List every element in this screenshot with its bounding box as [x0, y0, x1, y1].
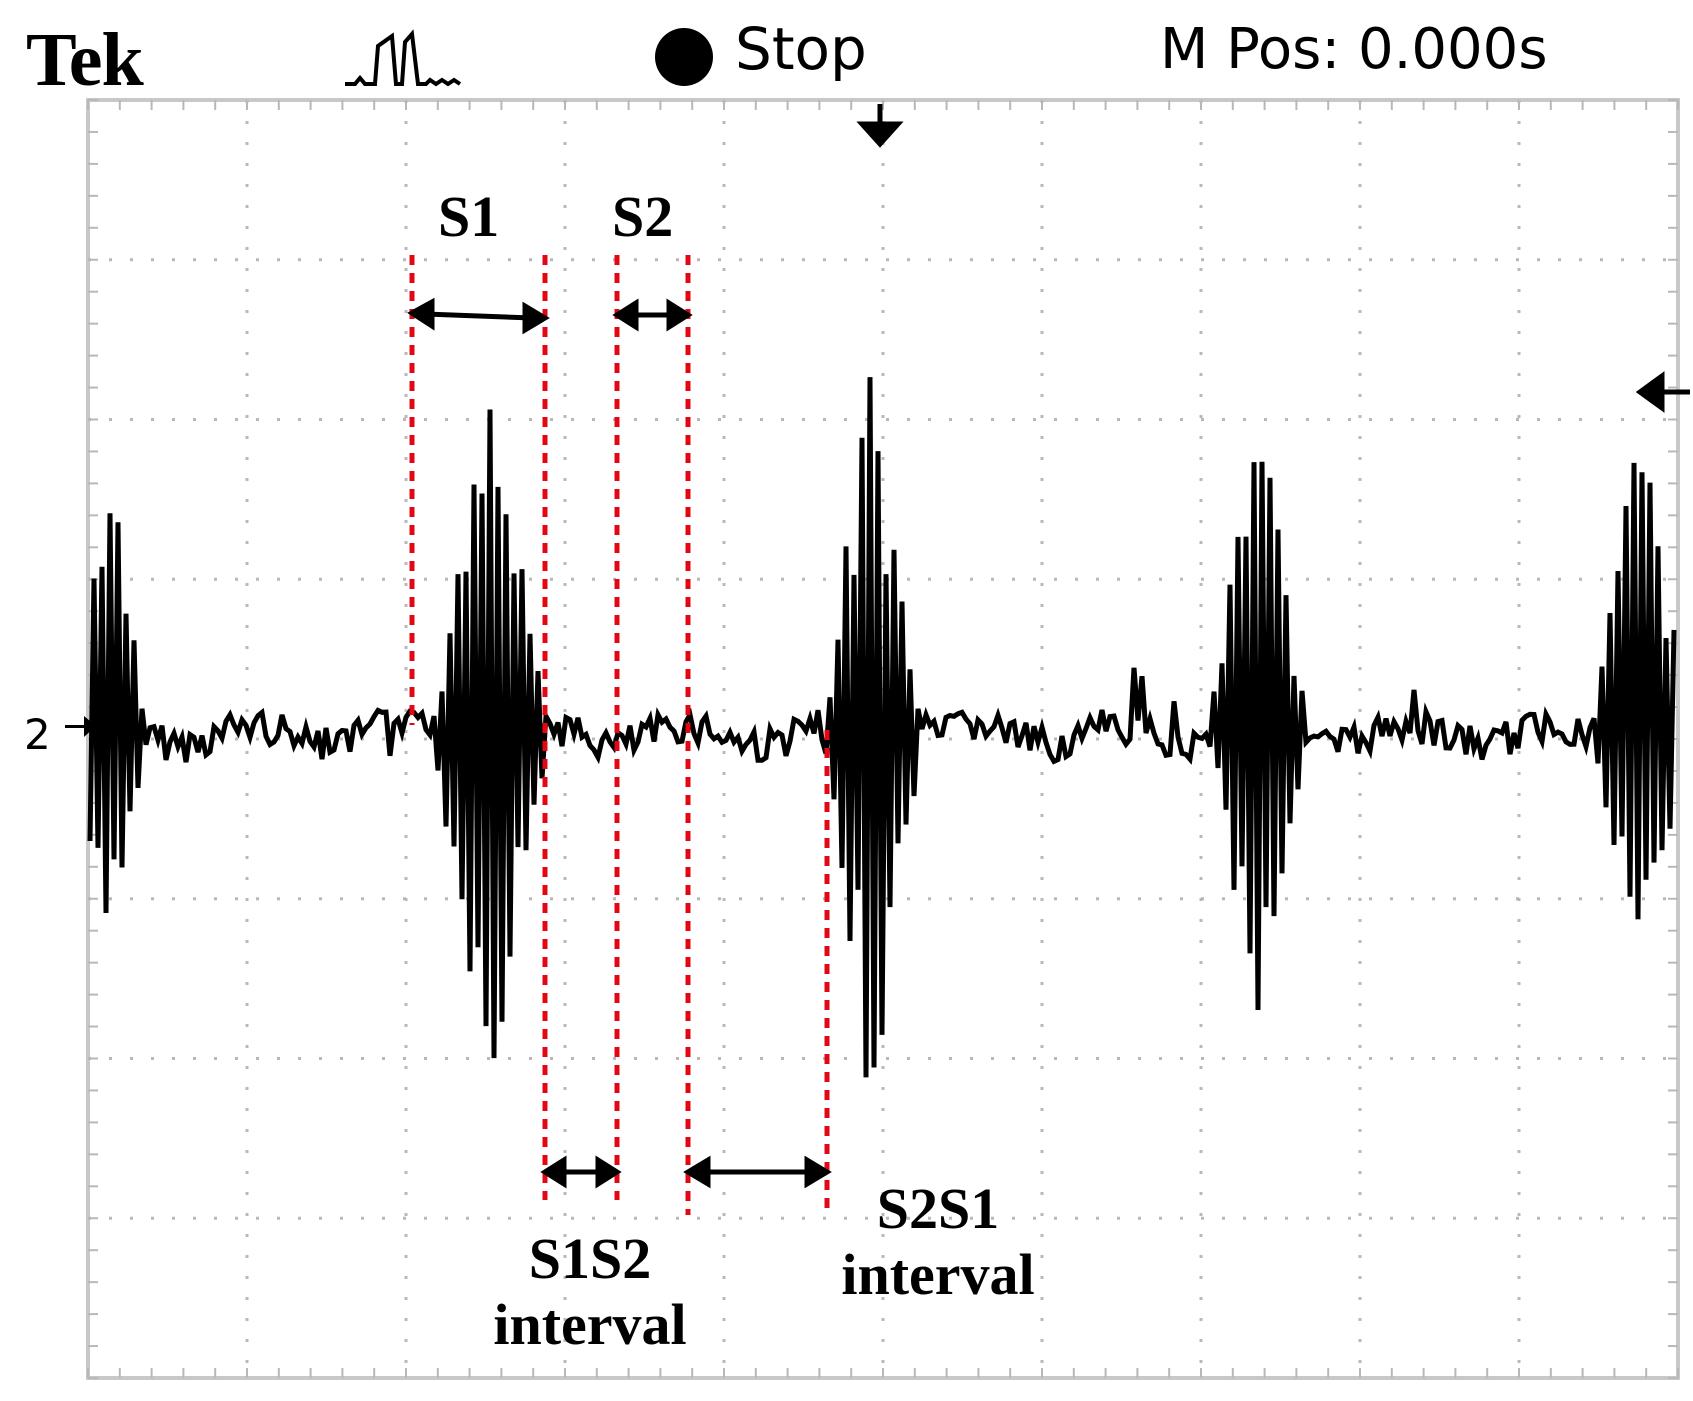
s2-duration-arrow	[612, 298, 693, 332]
s2s1-label-line1: S2S1	[876, 1176, 1000, 1241]
s1s2-interval-label: S1S2 interval	[470, 1230, 710, 1354]
s1s2-interval-arrow	[540, 1155, 622, 1189]
stop-dot-icon	[655, 28, 713, 86]
segment-boundaries	[409, 255, 830, 1215]
waveform-trace	[87, 377, 1677, 1078]
brand-logo-text: Tek	[26, 18, 144, 102]
s2s1-interval-label: S2S1 interval	[818, 1180, 1058, 1304]
s1-duration-arrow	[407, 297, 550, 335]
acquisition-status: Stop	[735, 15, 867, 83]
s2s1-interval-arrow	[683, 1155, 832, 1189]
s2s1-label-line2: interval	[841, 1242, 1035, 1307]
s1s2-label-line2: interval	[493, 1292, 687, 1357]
s1-label: S1	[438, 184, 500, 249]
left-arrow-icon	[1635, 371, 1690, 413]
trigger-pulse-icon	[345, 29, 462, 87]
s1s2-label-line1: S1S2	[528, 1226, 652, 1291]
graticule-grid	[87, 99, 1679, 1379]
main-position-readout: M Pos: 0.000s	[1160, 17, 1548, 82]
s2-label: S2	[612, 184, 674, 249]
channel-label: 2	[24, 710, 51, 759]
interval-arrows	[407, 297, 832, 1189]
channel-ground-marker-icon	[65, 716, 96, 737]
down-arrow-icon	[856, 104, 904, 148]
